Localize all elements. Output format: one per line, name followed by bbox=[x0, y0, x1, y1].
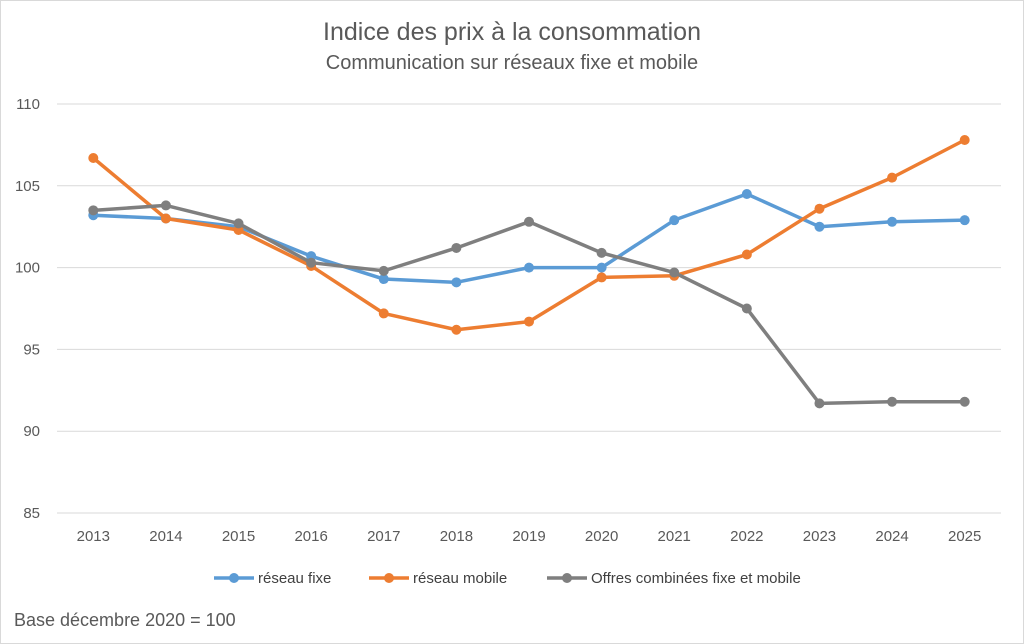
series-2-point bbox=[959, 396, 970, 407]
series-1-point bbox=[814, 203, 825, 214]
gridlines bbox=[57, 103, 1001, 514]
series-0-point bbox=[669, 215, 680, 226]
series-1-line bbox=[91, 138, 967, 332]
x-tick-label: 2023 bbox=[803, 528, 836, 545]
series-0-point bbox=[596, 262, 607, 273]
series-0-point bbox=[451, 277, 462, 288]
legend-swatch-marker bbox=[229, 573, 239, 583]
series-1-point bbox=[524, 316, 534, 327]
legend-label: réseau mobile bbox=[413, 570, 507, 587]
x-axis-ticks: 2013 2014 2015 2016 2017 2018 2019 2020 2021 2022… bbox=[77, 528, 982, 545]
x-tick-label: 2021 bbox=[658, 528, 691, 545]
y-tick-label: 95 bbox=[23, 341, 40, 358]
series-2-point bbox=[160, 200, 171, 211]
series-0-point bbox=[741, 188, 752, 199]
series-2-point bbox=[451, 242, 462, 253]
series-2-line bbox=[91, 203, 967, 406]
x-tick-label: 2014 bbox=[149, 528, 182, 545]
series-2-point bbox=[233, 218, 244, 229]
legend-label: réseau fixe bbox=[258, 570, 331, 587]
chart-subtitle: Communication sur réseaux fixe et mobile bbox=[325, 52, 699, 74]
series-2-point bbox=[88, 205, 99, 216]
series-2-point bbox=[306, 257, 317, 268]
x-tick-label: 2025 bbox=[948, 528, 981, 545]
series-1-point bbox=[741, 249, 752, 260]
chart-title: Indice des prix à la consommation bbox=[323, 18, 701, 46]
x-tick-label: 2016 bbox=[294, 528, 327, 545]
x-tick-label: 2019 bbox=[512, 528, 545, 545]
series-1-point bbox=[959, 134, 970, 145]
series-0-point bbox=[524, 262, 534, 273]
x-tick-label: 2015 bbox=[222, 528, 255, 545]
series-2-point bbox=[596, 247, 607, 258]
series-1-point bbox=[451, 324, 462, 335]
y-tick-label: 90 bbox=[23, 423, 40, 440]
y-axis-ticks: 85 90 95 100 105 110 bbox=[15, 96, 40, 522]
x-tick-label: 2020 bbox=[585, 528, 618, 545]
legend-label: Offres combinées fixe et mobile bbox=[591, 570, 801, 587]
series-0-point bbox=[959, 215, 970, 226]
series-1-point bbox=[596, 272, 607, 283]
legend-swatch-marker bbox=[384, 573, 394, 583]
y-tick-label: 105 bbox=[15, 178, 40, 195]
series-2-point bbox=[887, 396, 898, 407]
x-tick-label: 2018 bbox=[440, 528, 473, 545]
series-0-point bbox=[887, 216, 898, 227]
series-2-point bbox=[378, 265, 389, 276]
series-group bbox=[88, 134, 970, 409]
y-tick-label: 85 bbox=[23, 505, 40, 522]
legend-swatch-marker bbox=[562, 573, 572, 583]
series-0-point bbox=[378, 274, 389, 285]
series-2-point bbox=[814, 398, 825, 409]
series-1-point bbox=[378, 308, 389, 319]
x-tick-label: 2024 bbox=[875, 528, 908, 545]
series-1-point bbox=[887, 172, 898, 183]
y-tick-label: 100 bbox=[15, 260, 40, 277]
series-2-point bbox=[524, 216, 534, 227]
y-tick-label: 110 bbox=[16, 96, 40, 113]
x-tick-label: 2022 bbox=[730, 528, 763, 545]
base-note: Base décembre 2020 = 100 bbox=[14, 610, 236, 630]
series-1-point bbox=[88, 152, 99, 163]
x-tick-label: 2013 bbox=[77, 528, 110, 545]
legend: réseau fixe réseau mobile Offres combinées… bbox=[214, 570, 801, 587]
series-1-point bbox=[160, 213, 171, 224]
series-2-point bbox=[669, 267, 680, 278]
series-0-point bbox=[814, 221, 825, 232]
x-tick-label: 2017 bbox=[367, 528, 400, 545]
series-2-point bbox=[741, 303, 752, 314]
